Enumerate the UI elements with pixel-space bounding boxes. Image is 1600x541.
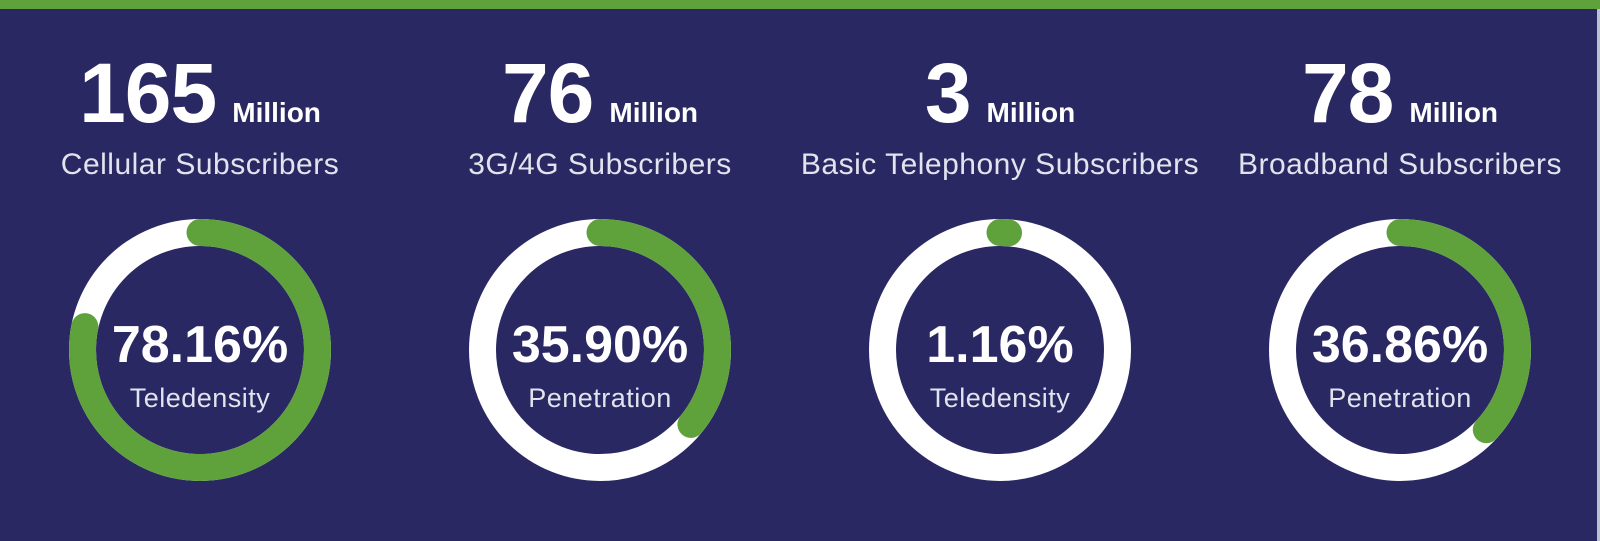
stat-card-3g4g: 76 Million 3G/4G Subscribers 35.90% Pene…	[400, 51, 800, 541]
donut-chart-teledensity-cellular: 78.16% Teledensity	[69, 219, 331, 481]
metric-label: Teledensity	[129, 383, 271, 414]
donut-center-text: 1.16% Teledensity	[869, 235, 1131, 497]
donut-chart-penetration-3g4g: 35.90% Penetration	[469, 219, 731, 481]
card-label-cellular: Cellular Subscribers	[60, 148, 340, 181]
card-label-broadband: Broadband Subscribers	[1237, 148, 1563, 181]
card-label-basic-telephony: Basic Telephony Subscribers	[800, 148, 1200, 181]
donut-svg	[1269, 219, 1531, 481]
donut-svg	[69, 219, 331, 481]
headline-cellular: 165 Million	[79, 51, 321, 143]
metric-label: Penetration	[1328, 383, 1472, 414]
stat-cards-row: 165 Million Cellular Subscribers 78.16% …	[0, 9, 1600, 541]
donut-ring-progress	[869, 219, 1131, 481]
metric-label: Teledensity	[929, 383, 1071, 414]
donut-ring-progress	[1269, 219, 1531, 481]
stat-card-basic-telephony: 3 Million Basic Telephony Subscribers 1.…	[800, 51, 1200, 541]
card-label-3g4g: 3G/4G Subscribers	[468, 148, 732, 181]
headline-unit: Million	[609, 97, 699, 128]
headline-unit: Million	[232, 97, 321, 128]
metric-label: Penetration	[528, 383, 672, 414]
headline-broadband: 78 Million	[1302, 51, 1498, 143]
donut-svg	[869, 219, 1131, 481]
headline-unit: Million	[1409, 97, 1499, 128]
headline-unit: Million	[986, 97, 1076, 128]
stat-card-cellular: 165 Million Cellular Subscribers 78.16% …	[0, 51, 400, 541]
donut-center-text: 36.86% Penetration	[1269, 235, 1531, 497]
headline-basic-telephony: 3 Million	[925, 51, 1075, 143]
stat-card-broadband: 78 Million Broadband Subscribers 36.86% …	[1200, 51, 1600, 541]
percent-value: 1.16%	[926, 315, 1074, 374]
headline-value: 3	[924, 46, 972, 140]
percent-value: 36.86%	[1311, 315, 1489, 374]
donut-center-text: 35.90% Penetration	[469, 235, 731, 497]
top-accent-bar	[0, 0, 1600, 9]
percent-value: 35.90%	[511, 315, 689, 374]
donut-ring-progress	[469, 219, 731, 481]
headline-value: 165	[79, 46, 217, 140]
donut-chart-teledensity-basic: 1.16% Teledensity	[869, 219, 1131, 481]
donut-ring-progress	[69, 219, 331, 481]
donut-center-text: 78.16% Teledensity	[69, 235, 331, 497]
headline-3g4g: 76 Million	[502, 51, 698, 143]
headline-value: 76	[501, 46, 594, 140]
donut-svg	[469, 219, 731, 481]
donut-chart-penetration-broadband: 36.86% Penetration	[1269, 219, 1531, 481]
right-edge-strip	[1597, 9, 1600, 541]
percent-value: 78.16%	[111, 315, 289, 374]
headline-value: 78	[1301, 46, 1394, 140]
